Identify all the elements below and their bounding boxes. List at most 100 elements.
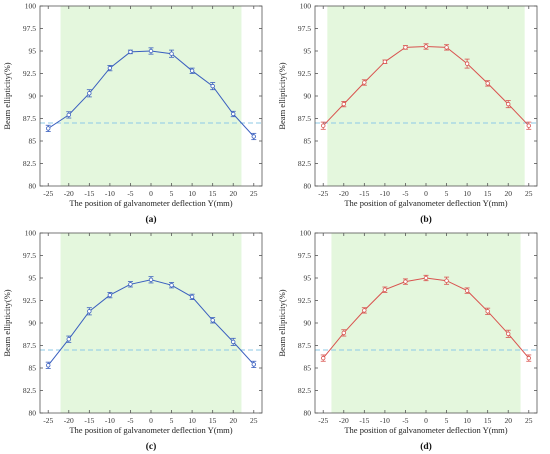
y-tick-label: 90 [29,92,37,101]
y-axis-label: Beam ellipticity(%) [277,289,287,356]
x-tick-label: 20 [229,189,237,198]
y-tick-label: 95 [304,47,312,56]
y-tick-label: 85 [29,137,37,146]
y-tick-label: 92.5 [23,69,36,78]
data-point [403,45,408,50]
x-tick-label: 5 [445,189,449,198]
panel-caption: (a) [145,214,156,225]
data-point [107,292,113,298]
data-point [251,134,256,139]
x-tick-label: -20 [64,189,74,198]
data-point [189,68,195,73]
x-tick-label: -15 [359,189,369,198]
chart-panel-a: 80 82.5 85 87.5 90 92.5 95 97.5 100 -25 -20 -15 -10-… [0,0,275,227]
data-point [46,363,51,368]
data-point [148,277,154,282]
data-point [169,283,174,288]
x-tick-label: 20 [504,416,512,425]
x-tick-label: 10 [463,189,471,198]
data-point [128,282,133,287]
x-tick-label: -10 [105,416,115,425]
y-tick-label: 87.5 [23,341,36,350]
data-point [46,126,51,131]
x-tick-label: 10 [188,416,196,425]
x-tick-label: -25 [318,416,328,425]
data-point [341,330,346,336]
y-tick-label: 87.5 [23,114,36,123]
y-axis-label: Beam ellipticity(%) [2,62,12,129]
y-tick-label: 85 [304,364,312,373]
y-tick-label: 92.5 [298,296,311,305]
x-tick-label: -5 [127,189,133,198]
data-point [66,112,71,118]
y-tick-label: 82.5 [23,386,36,395]
x-tick-label: 0 [149,189,153,198]
x-tick-label: 0 [424,416,428,425]
y-axis-label: Beam ellipticity(%) [277,62,287,129]
y-tick-label: 82.5 [298,159,311,168]
x-tick-label: -20 [339,416,349,425]
x-tick-label: -20 [339,189,349,198]
x-tick-label: -5 [402,189,408,198]
y-tick-label: 95 [29,274,37,283]
y-tick-label: 92.5 [298,69,311,78]
y-tick-label: 97.5 [298,251,311,260]
x-tick-label: 0 [424,189,428,198]
data-point [341,101,346,107]
data-point [382,287,388,292]
y-tick-label: 90 [304,319,312,328]
x-axis-label: The position of galvanometer deflection … [344,198,507,208]
y-tick-label: 95 [304,274,312,283]
data-point [444,278,449,283]
x-tick-label: 15 [484,189,492,198]
data-point [485,309,490,314]
y-tick-label: 90 [29,319,37,328]
data-point [362,308,367,313]
x-tick-label: -15 [359,416,369,425]
y-tick-label: 82.5 [23,159,36,168]
x-tick-label: 15 [484,416,492,425]
data-point [321,355,326,361]
x-tick-label: -5 [402,416,408,425]
chart-panel-c: 80 82.5 85 87.5 90 92.5 95 97.5 100 -25 -20 -15 -10-… [0,227,275,454]
data-point [231,111,236,117]
data-point [148,48,154,54]
data-point [231,339,236,345]
y-tick-label: 80 [304,182,312,191]
x-tick-label: 25 [525,189,533,198]
data-point [485,81,490,86]
chart-panel-b: 80 82.5 85 87.5 90 92.5 95 97.5 100 -25 -20 -15 -10-… [275,0,550,227]
x-tick-label: -25 [318,189,328,198]
data-point [251,362,256,367]
y-tick-label: 92.5 [23,296,36,305]
data-point [169,51,174,56]
data-point [464,61,470,66]
x-tick-label: 5 [170,416,174,425]
data-point [464,288,470,293]
y-tick-label: 95 [29,47,37,56]
y-axis-label: Beam ellipticity(%) [2,289,12,356]
x-tick-label: 10 [188,189,196,198]
data-point [423,275,429,281]
data-point [444,45,449,50]
y-tick-label: 97.5 [23,24,36,33]
x-tick-label: 20 [504,189,512,198]
data-point [128,49,133,55]
y-tick-label: 80 [29,182,37,191]
x-tick-label: 10 [463,416,471,425]
x-tick-label: -25 [43,416,53,425]
data-point [526,355,531,361]
y-tick-label: 100 [300,229,312,238]
data-point [362,80,367,85]
y-tick-label: 85 [304,137,312,146]
shaded-region [60,6,242,186]
data-point [403,279,408,284]
data-point [423,44,429,49]
x-tick-label: 0 [149,416,153,425]
y-tick-label: 97.5 [23,251,36,260]
y-tick-label: 80 [29,409,37,418]
